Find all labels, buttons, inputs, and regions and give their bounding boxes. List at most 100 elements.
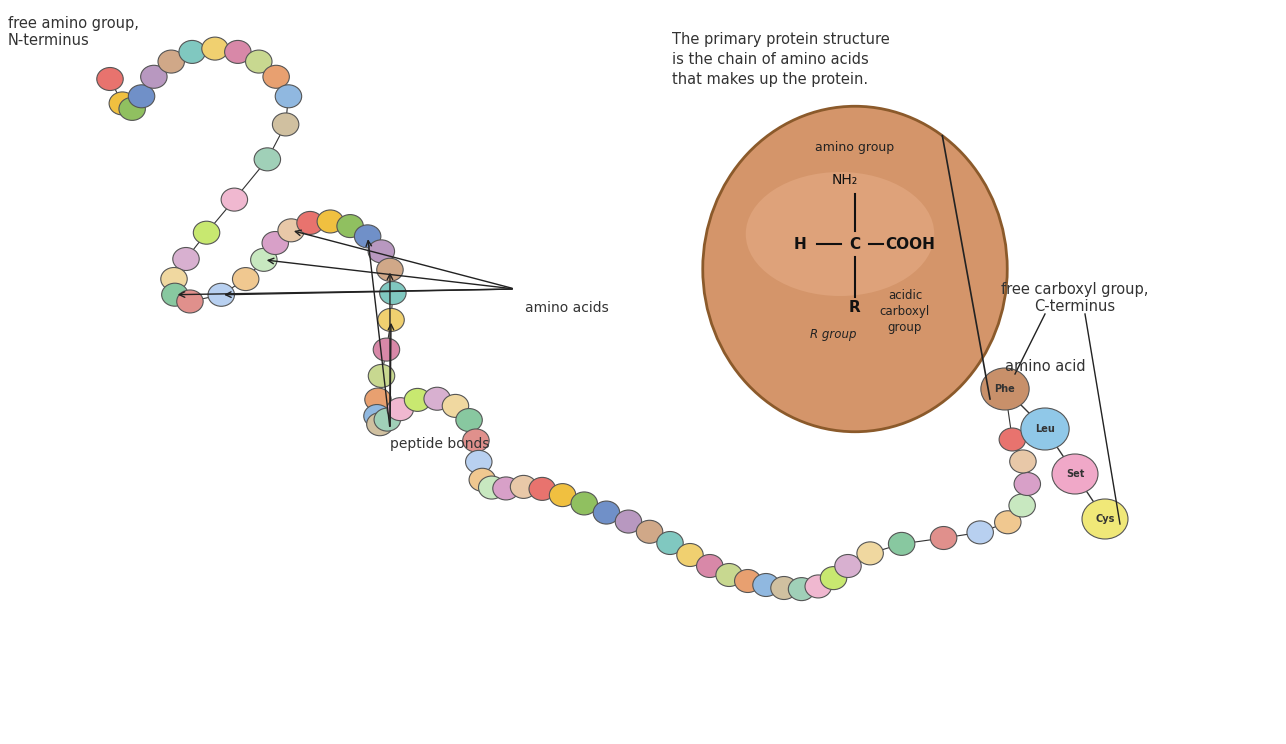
Ellipse shape xyxy=(404,388,431,411)
Text: acidic
carboxyl
group: acidic carboxyl group xyxy=(880,289,930,333)
Text: Set: Set xyxy=(1066,469,1084,479)
Ellipse shape xyxy=(856,542,883,565)
Ellipse shape xyxy=(1010,494,1035,517)
Ellipse shape xyxy=(318,210,343,233)
Ellipse shape xyxy=(657,531,683,554)
Ellipse shape xyxy=(176,290,203,313)
Ellipse shape xyxy=(746,172,934,296)
Ellipse shape xyxy=(820,567,846,589)
Ellipse shape xyxy=(770,577,797,600)
Ellipse shape xyxy=(702,106,1007,432)
Ellipse shape xyxy=(355,225,381,248)
Ellipse shape xyxy=(463,429,489,452)
Ellipse shape xyxy=(374,408,400,431)
Ellipse shape xyxy=(273,113,298,136)
Ellipse shape xyxy=(378,309,404,331)
Ellipse shape xyxy=(455,408,482,432)
Ellipse shape xyxy=(466,450,493,473)
Ellipse shape xyxy=(275,85,302,108)
Ellipse shape xyxy=(368,365,395,388)
Text: Leu: Leu xyxy=(1035,424,1055,434)
Ellipse shape xyxy=(373,338,400,361)
Text: H: H xyxy=(793,237,806,251)
Ellipse shape xyxy=(835,554,862,577)
Ellipse shape xyxy=(967,521,993,544)
Ellipse shape xyxy=(1021,408,1069,450)
Ellipse shape xyxy=(379,281,406,304)
Ellipse shape xyxy=(930,527,957,550)
Text: The primary protein structure
is the chain of amino acids
that makes up the prot: The primary protein structure is the cha… xyxy=(673,32,890,86)
Text: COOH: COOH xyxy=(885,237,935,251)
Ellipse shape xyxy=(676,544,703,566)
Ellipse shape xyxy=(202,37,228,60)
Text: amino acids: amino acids xyxy=(525,301,608,315)
Ellipse shape xyxy=(1082,499,1128,539)
Ellipse shape xyxy=(158,50,184,73)
Ellipse shape xyxy=(999,428,1025,451)
Ellipse shape xyxy=(278,219,305,242)
Ellipse shape xyxy=(161,268,188,290)
Text: peptide bonds: peptide bonds xyxy=(390,437,490,451)
Text: free carboxyl group,
C-terminus: free carboxyl group, C-terminus xyxy=(1002,281,1148,314)
Ellipse shape xyxy=(511,475,536,498)
Ellipse shape xyxy=(109,92,135,115)
Ellipse shape xyxy=(246,50,273,73)
Ellipse shape xyxy=(297,211,323,234)
Ellipse shape xyxy=(805,575,832,598)
Ellipse shape xyxy=(221,188,248,211)
Ellipse shape xyxy=(179,40,206,63)
Text: R group: R group xyxy=(810,327,856,341)
Ellipse shape xyxy=(193,221,220,244)
Ellipse shape xyxy=(251,248,276,272)
Ellipse shape xyxy=(367,413,394,436)
Text: NH₂: NH₂ xyxy=(832,173,858,187)
Ellipse shape xyxy=(981,368,1029,410)
Ellipse shape xyxy=(225,40,251,63)
Ellipse shape xyxy=(364,405,390,428)
Ellipse shape xyxy=(994,511,1021,533)
Text: R: R xyxy=(849,300,860,315)
Ellipse shape xyxy=(208,283,234,307)
Ellipse shape xyxy=(571,492,598,515)
Ellipse shape xyxy=(615,510,642,533)
Ellipse shape xyxy=(255,148,280,171)
Ellipse shape xyxy=(337,214,364,237)
Ellipse shape xyxy=(262,231,288,254)
Ellipse shape xyxy=(377,258,404,281)
Ellipse shape xyxy=(118,97,145,121)
Ellipse shape xyxy=(233,268,258,291)
Ellipse shape xyxy=(1015,472,1040,496)
Ellipse shape xyxy=(734,569,761,592)
Ellipse shape xyxy=(593,501,620,524)
Ellipse shape xyxy=(788,577,815,600)
Ellipse shape xyxy=(140,65,167,89)
Ellipse shape xyxy=(262,65,289,89)
Ellipse shape xyxy=(697,554,723,577)
Ellipse shape xyxy=(424,387,450,410)
Ellipse shape xyxy=(96,68,123,91)
Ellipse shape xyxy=(172,248,199,271)
Ellipse shape xyxy=(752,574,779,597)
Ellipse shape xyxy=(1010,450,1037,473)
Text: free amino group,
N-terminus: free amino group, N-terminus xyxy=(8,16,139,48)
Text: Cys: Cys xyxy=(1096,514,1115,524)
Ellipse shape xyxy=(716,563,742,586)
Ellipse shape xyxy=(529,478,556,501)
Text: amino group: amino group xyxy=(815,141,895,154)
Text: amino acid: amino acid xyxy=(1004,359,1085,374)
Ellipse shape xyxy=(637,520,662,543)
Ellipse shape xyxy=(478,476,505,499)
Text: Phe: Phe xyxy=(994,384,1016,394)
Ellipse shape xyxy=(387,397,414,420)
Text: C: C xyxy=(850,237,860,251)
Ellipse shape xyxy=(365,388,391,411)
Ellipse shape xyxy=(1052,454,1098,494)
Ellipse shape xyxy=(469,468,495,491)
Ellipse shape xyxy=(442,394,468,417)
Ellipse shape xyxy=(493,477,520,500)
Ellipse shape xyxy=(368,240,395,263)
Ellipse shape xyxy=(549,484,576,507)
Ellipse shape xyxy=(162,283,188,307)
Ellipse shape xyxy=(129,85,154,108)
Ellipse shape xyxy=(889,533,914,555)
